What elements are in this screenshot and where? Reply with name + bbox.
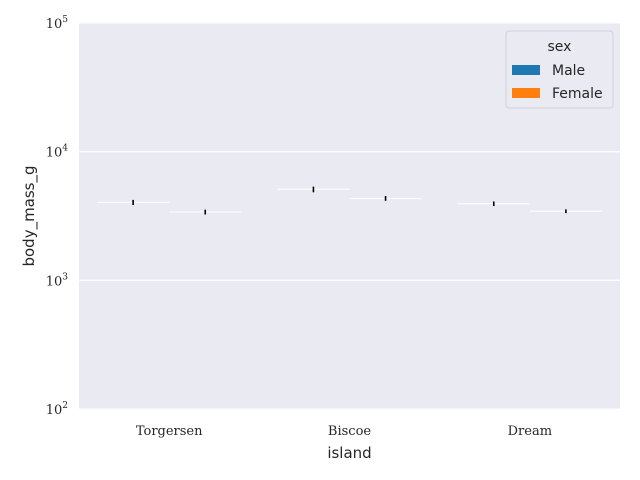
legend-label: Male [552, 63, 585, 79]
y-tick-label: 103 [46, 272, 69, 289]
y-tick-exponent: 4 [62, 144, 68, 154]
error-bars [132, 186, 567, 215]
y-tick-exponent: 5 [62, 15, 68, 25]
x-tick-label: Torgersen [136, 424, 203, 439]
legend-items: Male Female [512, 63, 603, 102]
y-axis-label: body_mass_g [20, 165, 39, 266]
legend: sex Male Female [505, 30, 614, 109]
x-tick-label: Biscoe [328, 424, 371, 439]
x-axis-label: island [327, 444, 371, 462]
legend-title: sex [548, 39, 572, 55]
grid [79, 22, 620, 410]
y-tick-label: 104 [46, 144, 69, 161]
legend-swatch [512, 88, 540, 98]
x-tick-label: Dream [508, 424, 552, 439]
y-tick-exponent: 3 [62, 272, 68, 282]
y-tick-labels: 102 103 104 105 [46, 15, 69, 418]
y-tick-exponent: 2 [62, 401, 68, 411]
y-tick-label: 102 [46, 401, 68, 418]
x-tick-labels: Torgersen Biscoe Dream [136, 424, 552, 439]
legend-swatch [512, 65, 540, 75]
legend-label: Female [552, 86, 603, 102]
y-tick-label: 105 [46, 15, 69, 32]
